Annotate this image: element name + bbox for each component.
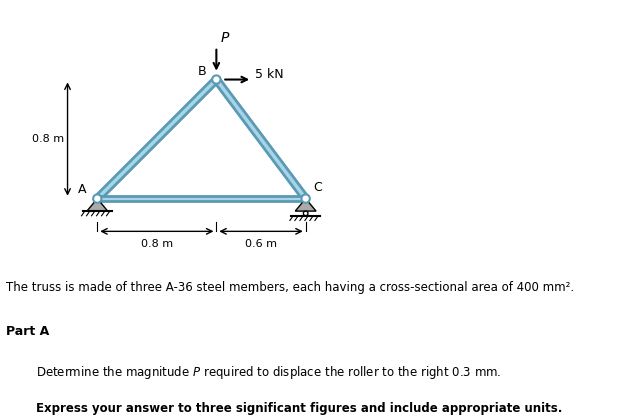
Text: 0.6 m: 0.6 m — [245, 239, 277, 249]
Text: Determine the magnitude $P$ required to displace the roller to the right 0.3 mm.: Determine the magnitude $P$ required to … — [36, 364, 502, 381]
Text: A: A — [78, 183, 87, 196]
Text: 0.8 m: 0.8 m — [141, 239, 173, 249]
Circle shape — [303, 211, 308, 216]
Polygon shape — [95, 78, 219, 201]
Text: 5 kN: 5 kN — [255, 68, 284, 81]
Circle shape — [212, 75, 221, 84]
Polygon shape — [87, 199, 108, 211]
Text: C: C — [313, 181, 322, 194]
Polygon shape — [214, 78, 308, 200]
Polygon shape — [295, 199, 316, 211]
Text: B: B — [197, 65, 206, 78]
Text: 0.8 m: 0.8 m — [32, 134, 64, 144]
Text: P: P — [221, 31, 229, 45]
Text: Express your answer to three significant figures and include appropriate units.: Express your answer to three significant… — [36, 402, 563, 415]
Polygon shape — [97, 196, 306, 201]
Text: The truss is made of three A-36 steel members, each having a cross-sectional are: The truss is made of three A-36 steel me… — [6, 281, 574, 294]
Circle shape — [93, 194, 101, 203]
Text: Part A: Part A — [6, 325, 49, 338]
Circle shape — [302, 194, 310, 203]
